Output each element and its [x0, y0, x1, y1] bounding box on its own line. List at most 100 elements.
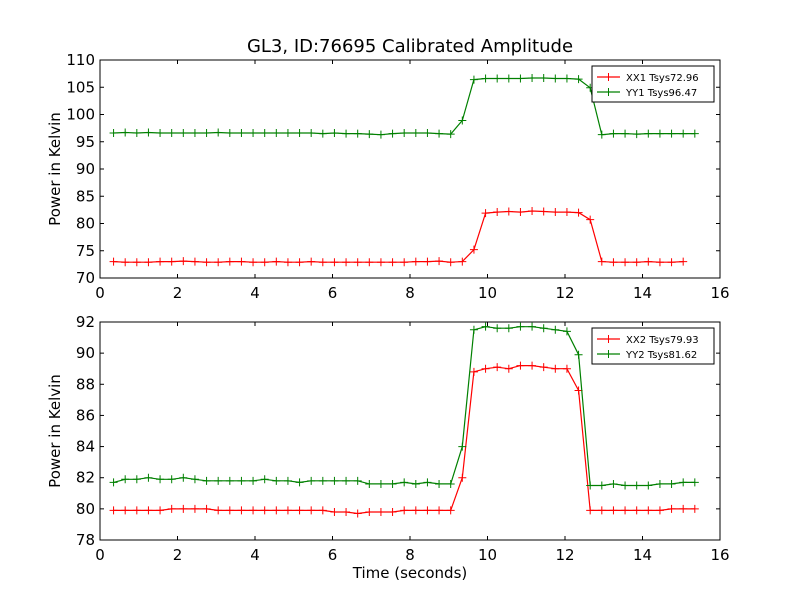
legend-label: YY1 Tsys96.47	[625, 88, 697, 99]
data-point	[435, 129, 444, 138]
data-point	[621, 129, 630, 138]
x-tick-label: 0	[95, 546, 105, 564]
y-tick-label: 95	[76, 133, 95, 151]
data-point	[458, 257, 467, 266]
x-tick-label: 6	[328, 284, 338, 302]
x-tick-label: 8	[405, 284, 415, 302]
data-point	[621, 481, 630, 490]
data-point	[667, 129, 676, 138]
data-point	[156, 475, 165, 484]
x-tick-label: 2	[173, 546, 183, 564]
y-tick-label: 84	[76, 438, 95, 456]
data-point	[237, 257, 246, 266]
data-point	[597, 481, 606, 490]
data-point	[376, 479, 385, 488]
data-point	[144, 473, 153, 482]
legend-marker	[604, 73, 613, 81]
data-point	[679, 504, 688, 513]
data-point	[249, 258, 258, 267]
data-point	[121, 475, 130, 484]
data-point	[179, 129, 188, 138]
data-point	[667, 504, 676, 513]
data-point	[516, 361, 525, 370]
data-point	[260, 506, 269, 515]
data-point	[202, 476, 211, 485]
legend-marker	[604, 335, 613, 343]
data-point	[283, 258, 292, 267]
data-point	[121, 258, 130, 267]
data-point	[225, 129, 234, 138]
data-point	[528, 73, 537, 82]
data-point	[388, 258, 397, 267]
data-point	[469, 325, 478, 334]
data-point	[202, 258, 211, 267]
data-point	[574, 208, 583, 217]
y-tick-label: 90	[76, 344, 95, 362]
data-point	[655, 258, 664, 267]
data-point	[190, 257, 199, 266]
data-point	[318, 129, 327, 138]
data-point	[330, 129, 339, 138]
data-point	[283, 476, 292, 485]
data-point	[109, 129, 118, 138]
data-point	[679, 257, 688, 266]
data-point	[109, 506, 118, 515]
data-point	[586, 215, 595, 224]
data-point	[214, 128, 223, 137]
data-point	[411, 129, 420, 138]
data-point	[109, 478, 118, 487]
data-point	[190, 475, 199, 484]
data-point	[528, 322, 537, 331]
data-point	[237, 506, 246, 515]
data-point	[272, 129, 281, 138]
data-point	[435, 506, 444, 515]
data-point	[214, 476, 223, 485]
y-axis-label: Power in Kelvin	[46, 112, 64, 226]
legend: XX2 Tsys79.93 YY2 Tsys81.62	[591, 327, 715, 365]
data-point	[458, 473, 467, 482]
data-point	[144, 506, 153, 515]
data-point	[690, 504, 699, 513]
figure-title: GL3, ID:76695 Calibrated Amplitude	[247, 36, 573, 57]
legend-marker	[604, 350, 613, 358]
data-point	[376, 258, 385, 267]
data-point	[504, 74, 513, 83]
data-point	[493, 363, 502, 372]
data-point	[632, 258, 641, 267]
data-point	[609, 129, 618, 138]
data-point	[493, 324, 502, 333]
y-tick-label: 88	[76, 375, 95, 393]
data-point	[365, 130, 374, 139]
data-point	[504, 324, 513, 333]
y-tick-label: 80	[76, 500, 95, 518]
data-point	[249, 129, 258, 138]
data-point	[307, 506, 316, 515]
y-tick-label: 78	[76, 531, 95, 549]
data-point	[167, 504, 176, 513]
data-point	[283, 506, 292, 515]
data-point	[528, 361, 537, 370]
data-point	[330, 258, 339, 267]
data-point	[283, 129, 292, 138]
series-line	[113, 210, 684, 263]
data-point	[260, 129, 269, 138]
data-point	[400, 506, 409, 515]
data-point	[458, 442, 467, 451]
x-tick-label: 16	[710, 284, 729, 302]
data-point	[411, 479, 420, 488]
y-axis-label: Power in Kelvin	[46, 374, 64, 488]
data-point	[597, 257, 606, 266]
data-point	[132, 258, 141, 267]
data-point	[667, 258, 676, 267]
data-point	[109, 257, 118, 266]
data-point	[597, 506, 606, 515]
data-point	[655, 129, 664, 138]
data-point	[400, 478, 409, 487]
data-point	[179, 257, 188, 266]
data-point	[376, 130, 385, 139]
data-point	[539, 207, 548, 216]
data-point	[644, 481, 653, 490]
y-tick-label: 70	[76, 269, 95, 287]
legend-marker	[604, 88, 613, 96]
series-1-1	[109, 206, 688, 267]
